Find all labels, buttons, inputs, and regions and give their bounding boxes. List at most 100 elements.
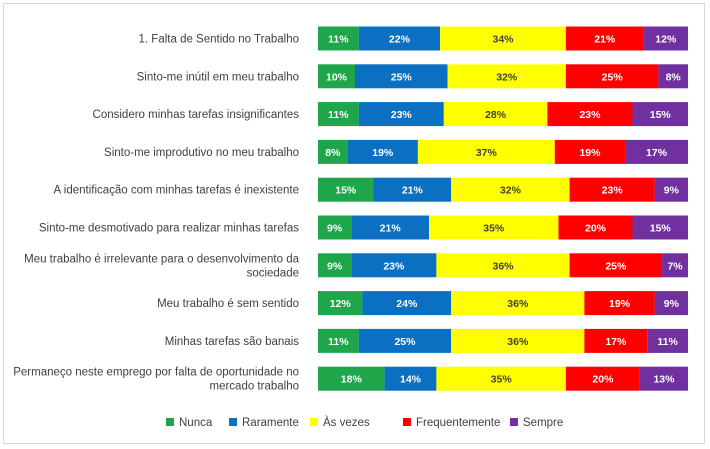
bar-segment xyxy=(565,64,659,89)
legend-entry: Frequentemente xyxy=(416,417,500,429)
data-label: 36% xyxy=(507,336,529,348)
data-label: 14% xyxy=(400,374,422,386)
data-label: 11% xyxy=(328,109,349,121)
data-label: 37% xyxy=(476,147,498,159)
legend-swatch xyxy=(403,418,411,426)
bar-segment xyxy=(318,366,385,391)
data-label: 8% xyxy=(325,147,341,159)
data-label: 17% xyxy=(605,336,627,348)
bar-segment xyxy=(632,215,688,240)
bar-segment xyxy=(436,366,566,391)
data-label: 9% xyxy=(327,223,343,235)
data-label: 21% xyxy=(594,34,616,46)
bar-segment xyxy=(643,26,688,51)
legend-entry: Raramente xyxy=(242,417,299,429)
category-label: Considero minhas tarefas insignificantes xyxy=(93,109,300,121)
data-label: 11% xyxy=(657,336,678,348)
bar-segment xyxy=(318,64,355,89)
bar-segment xyxy=(565,366,640,391)
bar-segment xyxy=(358,26,441,51)
data-label: 25% xyxy=(391,71,413,83)
data-label: 32% xyxy=(496,71,518,83)
bar-segment xyxy=(647,328,688,353)
bar-segment xyxy=(358,328,452,353)
category-label: Sinto-me inútil em meu trabalho xyxy=(137,71,299,83)
bar-segment xyxy=(584,291,655,316)
data-label: 35% xyxy=(483,223,505,235)
category-label: Meu trabalho é irrelevante para o desenv… xyxy=(24,253,299,279)
legend-swatch xyxy=(510,418,518,426)
bar-segment xyxy=(654,291,688,316)
legend-swatch xyxy=(229,418,237,426)
bar-segment xyxy=(440,26,566,51)
bar-segment xyxy=(417,139,555,164)
bar-segment xyxy=(373,177,452,202)
bar-segment xyxy=(351,215,429,240)
bar-segment xyxy=(318,177,374,202)
bar-segment xyxy=(362,291,452,316)
data-label: 25% xyxy=(394,336,416,348)
category-label: Sinto-me desmotivado para realizar minha… xyxy=(39,223,299,235)
data-label: 13% xyxy=(653,374,675,386)
data-label: 12% xyxy=(655,34,677,46)
data-label: 11% xyxy=(328,34,349,46)
data-label: 20% xyxy=(592,374,614,386)
bar-segment xyxy=(658,64,688,89)
bar-segment xyxy=(355,64,448,89)
bar-segment xyxy=(625,139,688,164)
data-label: 23% xyxy=(383,260,405,272)
data-label: 35% xyxy=(491,374,513,386)
data-label: 22% xyxy=(389,34,411,46)
bar-segment xyxy=(569,253,663,278)
bar-segment xyxy=(451,291,585,316)
bar-segment xyxy=(558,215,633,240)
bar-segment xyxy=(584,328,648,353)
data-label: 12% xyxy=(330,298,352,310)
bar-segment xyxy=(384,366,437,391)
data-label: 36% xyxy=(507,298,529,310)
data-label: 21% xyxy=(402,185,424,197)
bar-segment xyxy=(318,215,352,240)
data-label: 15% xyxy=(335,185,357,197)
category-label: Meu trabalho é sem sentido xyxy=(157,298,299,310)
category-label: 1. Falta de Sentido no Trabalho xyxy=(139,34,299,46)
data-label: 19% xyxy=(372,147,394,159)
data-label: 17% xyxy=(646,147,668,159)
category-label: Minhas tarefas são banais xyxy=(165,336,299,348)
legend-swatch xyxy=(166,418,174,426)
bar-segment xyxy=(451,328,585,353)
bar-segment xyxy=(436,253,570,278)
bar-segment xyxy=(565,26,644,51)
bar-segment xyxy=(547,102,633,127)
category-label: Permaneço neste emprego por falta de opo… xyxy=(13,367,299,393)
data-label: 8% xyxy=(666,71,682,83)
data-label: 10% xyxy=(326,71,348,83)
data-label: 19% xyxy=(609,298,631,310)
data-label: 7% xyxy=(667,260,683,272)
bar-segment xyxy=(569,177,655,202)
data-label: 24% xyxy=(396,298,418,310)
bar-segment xyxy=(443,102,548,127)
data-label: 9% xyxy=(327,260,343,272)
bar-segment xyxy=(632,102,688,127)
data-label: 28% xyxy=(485,109,507,121)
data-label: 23% xyxy=(602,185,624,197)
bar-segment xyxy=(347,139,418,164)
data-label: 34% xyxy=(492,34,514,46)
bar-segment xyxy=(318,328,359,353)
bar-segment xyxy=(654,177,688,202)
legend-entry: Às vezes xyxy=(323,416,370,429)
bar-segment xyxy=(351,253,437,278)
bar-segment xyxy=(554,139,626,164)
legend-entry: Nunca xyxy=(179,417,213,429)
bar-segment xyxy=(429,215,559,240)
data-label: 36% xyxy=(492,260,514,272)
data-label: 19% xyxy=(579,147,601,159)
data-label: 11% xyxy=(328,336,349,348)
bar-segment xyxy=(639,366,688,391)
data-label: 9% xyxy=(664,298,680,310)
category-label: Sinto-me improdutivo no meu trabalho xyxy=(104,147,299,159)
data-label: 15% xyxy=(650,109,672,121)
data-label: 25% xyxy=(605,260,627,272)
